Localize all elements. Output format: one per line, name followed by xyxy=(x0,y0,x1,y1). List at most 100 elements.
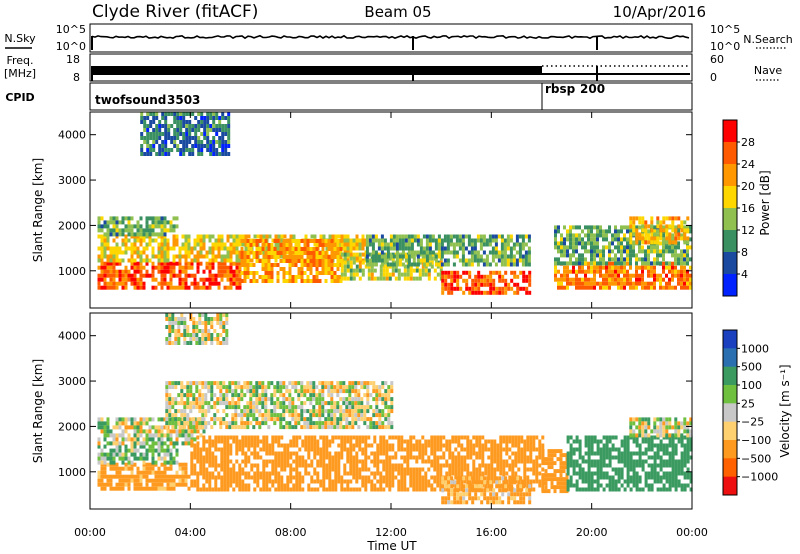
power-cell xyxy=(255,279,259,283)
power-cell xyxy=(297,267,301,271)
velocity-cell xyxy=(331,483,335,488)
power-cell xyxy=(389,262,393,267)
velocity-cell xyxy=(620,471,624,476)
power-cell xyxy=(330,247,334,251)
velocity-cell xyxy=(286,459,290,464)
power-cell xyxy=(641,273,644,278)
velocity-cell xyxy=(406,467,410,472)
velocity-cell xyxy=(656,443,660,448)
power-cell xyxy=(318,263,322,267)
power-cell xyxy=(264,239,268,243)
velocity-cell xyxy=(199,487,203,492)
velocity-cell xyxy=(463,479,467,484)
power-cell xyxy=(321,251,325,255)
power-cell xyxy=(149,124,153,128)
power-cell xyxy=(252,275,256,279)
power-cell xyxy=(575,225,578,230)
velocity-cell xyxy=(214,435,218,440)
power-cell xyxy=(336,247,340,251)
velocity-cell xyxy=(343,479,347,484)
velocity-cell xyxy=(550,485,554,490)
velocity-cell xyxy=(462,500,466,505)
power-cell xyxy=(674,228,678,233)
velocity-cell xyxy=(508,447,512,452)
velocity-cell xyxy=(118,478,122,483)
velocity-cell xyxy=(223,475,227,480)
power-cell xyxy=(154,232,158,237)
velocity-cell xyxy=(427,479,431,484)
velocity-cell xyxy=(394,475,398,480)
power-cell xyxy=(133,273,137,278)
velocity-cell xyxy=(277,463,281,468)
velocity-cell xyxy=(103,429,107,434)
velocity-cell xyxy=(638,455,642,460)
power-cell xyxy=(453,286,457,291)
power-cell xyxy=(683,232,687,237)
power-cell xyxy=(521,254,525,259)
power-cell xyxy=(689,229,692,234)
power-cell xyxy=(142,273,146,278)
power-cell xyxy=(680,273,683,278)
power-cell xyxy=(522,270,526,275)
velocity-cell xyxy=(154,462,158,467)
power-cell xyxy=(644,224,648,229)
power-cell xyxy=(112,228,116,233)
velocity-cell xyxy=(130,417,134,422)
velocity-cell xyxy=(516,476,520,481)
velocity-cell xyxy=(274,487,278,492)
colorbar-tick-label: 28 xyxy=(741,136,755,149)
power-cell xyxy=(312,259,316,263)
velocity-cell xyxy=(118,448,122,453)
power-cell xyxy=(187,242,191,247)
power-cell xyxy=(285,255,289,259)
velocity-cell xyxy=(581,459,585,464)
velocity-cell xyxy=(427,467,431,472)
velocity-cell xyxy=(304,459,308,464)
power-cell xyxy=(521,258,525,263)
velocity-cell xyxy=(349,463,353,468)
velocity-cell xyxy=(106,474,110,479)
power-cell xyxy=(276,251,280,255)
power-cell xyxy=(163,254,167,259)
velocity-cell xyxy=(433,463,437,468)
power-cell xyxy=(330,267,334,271)
velocity-cell xyxy=(109,466,113,471)
power-cell xyxy=(614,273,617,278)
velocity-cell xyxy=(169,452,173,457)
velocity-cell xyxy=(106,433,110,438)
velocity-cell xyxy=(481,463,485,468)
velocity-cell xyxy=(495,500,499,505)
power-cell xyxy=(148,224,152,229)
velocity-cell xyxy=(154,478,158,483)
nsky-trace xyxy=(91,34,690,40)
velocity-cell xyxy=(364,483,368,488)
power-cell xyxy=(229,234,233,239)
velocity-cell xyxy=(454,435,458,440)
power-cell xyxy=(346,260,350,265)
power-cell xyxy=(671,236,675,241)
power-cell xyxy=(521,246,525,251)
power-cell xyxy=(409,264,413,269)
velocity-cell xyxy=(608,487,612,492)
velocity-cell xyxy=(163,474,167,479)
power-cell xyxy=(343,250,347,255)
power-cell xyxy=(146,152,150,156)
power-cell xyxy=(422,246,426,251)
power-cell xyxy=(157,254,161,259)
velocity-cell xyxy=(142,462,146,467)
velocity-cell xyxy=(169,460,173,465)
power-cell xyxy=(503,254,507,259)
power-cell xyxy=(605,233,608,238)
power-cell xyxy=(227,120,231,124)
velocity-cell xyxy=(319,483,323,488)
power-cell xyxy=(477,290,481,295)
velocity-cell xyxy=(223,467,227,472)
velocity-cell xyxy=(97,437,101,442)
velocity-cell xyxy=(538,447,542,452)
power-cell xyxy=(173,116,177,120)
velocity-cell xyxy=(112,456,116,461)
power-cell xyxy=(452,262,456,267)
power-cell xyxy=(294,247,298,251)
velocity-cell xyxy=(313,455,317,460)
